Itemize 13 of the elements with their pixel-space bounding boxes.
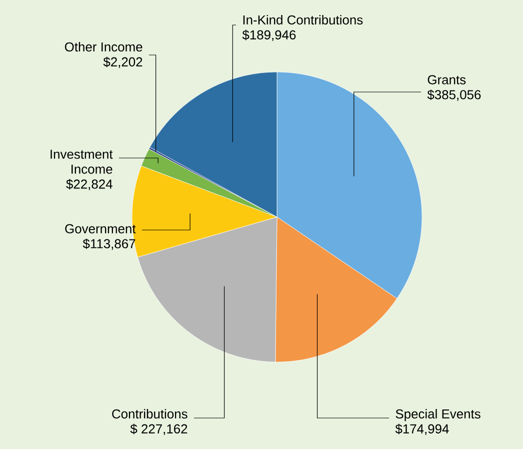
- data-label: $ 227,162: [130, 424, 188, 435]
- slice-label: Investment Income: [50, 150, 113, 174]
- data-label: $189,946: [242, 30, 296, 41]
- slice-label: In-Kind Contributions: [243, 15, 363, 25]
- data-label: $22,824: [66, 178, 112, 190]
- data-label: $385,056: [427, 90, 481, 101]
- slice-label: Grants: [428, 75, 466, 84]
- data-label: $174,994: [395, 424, 449, 435]
- slice-label: Special Events: [396, 409, 480, 422]
- slice-label: Other Income: [64, 42, 142, 52]
- data-label: $113,867: [82, 238, 136, 250]
- data-label: $2,202: [103, 56, 142, 68]
- slice-label: Contributions: [112, 409, 188, 419]
